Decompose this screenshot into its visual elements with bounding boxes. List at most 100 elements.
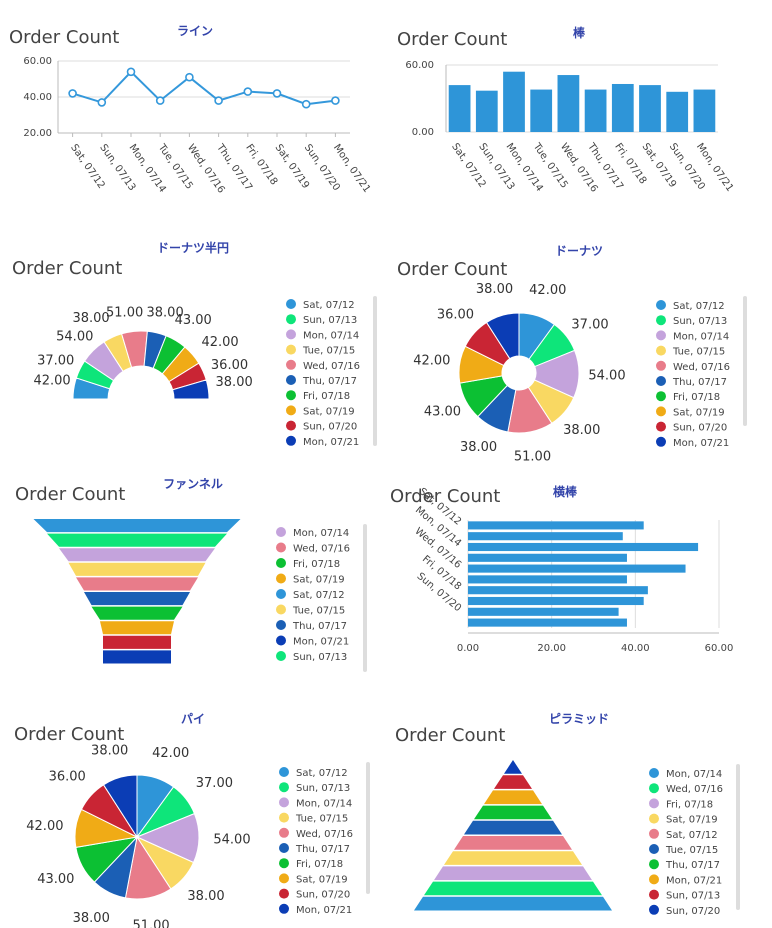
legend-label: Fri, 07/18 (673, 392, 720, 403)
chart-title: Order Count (9, 27, 120, 48)
y-tick-label: 60.00 (23, 56, 52, 67)
legend-marker (649, 874, 659, 885)
legend-label: Fri, 07/18 (303, 391, 350, 402)
data-label: 43.00 (424, 405, 461, 420)
bar (468, 586, 648, 595)
pyramid-segment (443, 851, 583, 865)
legend-label: Sun, 07/13 (293, 652, 347, 663)
data-label: 42.00 (152, 746, 189, 761)
legend-label: Tue, 07/15 (672, 347, 725, 358)
bar (468, 553, 627, 562)
legend-marker (279, 858, 289, 869)
data-point (97, 98, 107, 107)
data-point (155, 96, 165, 105)
legend-label: Mon, 07/21 (666, 875, 722, 886)
data-label: 38.00 (460, 440, 497, 455)
data-label: 36.00 (211, 358, 248, 373)
legend-marker (279, 903, 289, 914)
legend-marker (276, 604, 286, 615)
legend-marker (656, 376, 666, 386)
data-label: 54.00 (588, 368, 625, 383)
data-label: 38.00 (73, 911, 110, 926)
semi-donut-panel: ドーナツ半円 Order Count 42.00 37.00 54.00 38.00 5… (0, 232, 386, 464)
legend-label: Wed, 07/16 (666, 784, 723, 795)
legend-label: Sat, 07/12 (296, 768, 348, 779)
legend-marker (286, 420, 296, 431)
bar (448, 85, 471, 132)
data-label: 42.00 (26, 819, 63, 834)
legend-marker (656, 421, 666, 432)
legend-label: Thu, 07/17 (292, 621, 347, 632)
bar (468, 596, 644, 606)
funnel-segment (103, 635, 171, 649)
pyramid-segment (453, 836, 573, 850)
pie-slice (172, 379, 210, 400)
pyramid-panel: ピラミッド Order Count Mon, 07/14 Wed, 07/16 Fr… (386, 696, 772, 928)
funnel-segment (84, 592, 190, 606)
bar (693, 89, 716, 132)
legend-label: Wed, 07/16 (293, 544, 350, 555)
chart-title: Order Count (12, 258, 123, 279)
legend-marker (656, 345, 666, 356)
legend-marker (286, 344, 296, 355)
legend-label: Mon, 07/21 (303, 437, 359, 448)
chart-title: Order Count (390, 486, 501, 507)
data-label: 37.00 (37, 353, 74, 368)
bar (530, 89, 553, 132)
legend-label: Tue, 07/15 (292, 606, 345, 617)
legend-marker (649, 813, 659, 824)
legend-marker (276, 651, 286, 661)
data-point (185, 72, 194, 82)
data-label: 38.00 (91, 743, 128, 758)
legend-marker (276, 558, 286, 568)
legend-label: Sun, 07/20 (303, 422, 357, 433)
chart-title: Order Count (15, 484, 126, 505)
data-label: 37.00 (196, 776, 233, 791)
legend-marker (279, 797, 289, 808)
panel-title: 棒 (572, 26, 585, 40)
legend-label: Tue, 07/15 (302, 346, 355, 357)
data-label: 38.00 (563, 423, 600, 438)
legend-label: Sun, 07/20 (666, 906, 720, 917)
legend-marker (286, 314, 296, 325)
panel-title: ライン (176, 24, 213, 38)
legend-marker (649, 828, 659, 839)
data-label: 36.00 (437, 308, 474, 323)
funnel-segment (103, 650, 171, 664)
legend-label: Thu, 07/17 (295, 844, 350, 855)
legend-label: Sat, 07/19 (303, 406, 355, 417)
bar (503, 71, 525, 132)
panel-title: ピラミッド (548, 712, 609, 726)
legend-label: Mon, 07/14 (296, 798, 352, 809)
legend-marker (286, 375, 296, 385)
x-tick-label: 60.00 (705, 643, 734, 654)
legend-scrollbar (363, 524, 367, 672)
legend-label: Sat, 07/19 (666, 815, 718, 826)
bar-panel: 棒 Order Count 0.00 60.00 Sat, 07/12 Sun, 07… (386, 0, 772, 232)
funnel-panel: ファンネル Order Count Mon, 07/14 Wed, 07/16 Fr… (0, 464, 386, 696)
legend-label: Sun, 07/13 (303, 315, 357, 326)
legend-marker (656, 300, 666, 310)
data-label: 51.00 (514, 449, 551, 464)
data-label: 38.00 (476, 282, 513, 297)
legend-label: Sat, 07/19 (293, 575, 345, 586)
data-label: 43.00 (37, 872, 74, 887)
data-label: 38.00 (147, 305, 184, 320)
legend-label: Sun, 07/13 (673, 316, 727, 327)
data-label: 38.00 (187, 889, 224, 904)
data-point (68, 89, 77, 98)
hbar-panel: 横棒 Order Count 0.00 20.00 40.00 60.00 Sat, 0… (386, 464, 772, 696)
legend-marker (286, 299, 296, 309)
pyramid-segment (503, 760, 523, 774)
funnel-segment (59, 548, 215, 562)
pie-slice (485, 312, 520, 360)
funnel-segment (91, 606, 183, 620)
legend-label: Wed, 07/16 (303, 361, 360, 372)
legend-marker (656, 330, 666, 341)
pyramid-segment (483, 790, 543, 805)
donut-chart: 42.00 37.00 54.00 38.00 51.00 38.00 43.00 42.00… (413, 282, 747, 464)
legend-marker (286, 329, 296, 340)
funnel-segment (33, 519, 241, 533)
